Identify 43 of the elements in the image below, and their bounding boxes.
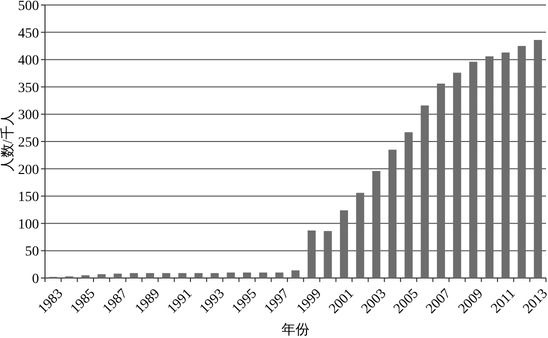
y-tick-label: 350 bbox=[18, 80, 39, 96]
y-axis-title: 人数/千人 bbox=[0, 112, 16, 172]
bar bbox=[388, 150, 397, 278]
bar bbox=[81, 275, 90, 278]
y-tick-label: 150 bbox=[18, 190, 39, 206]
y-tick-label: 200 bbox=[18, 162, 39, 178]
bar bbox=[420, 105, 429, 278]
bar bbox=[518, 46, 526, 278]
bar bbox=[372, 170, 380, 278]
bar bbox=[534, 40, 542, 278]
bar bbox=[340, 210, 348, 278]
y-tick-label: 50 bbox=[25, 244, 39, 260]
bar bbox=[308, 230, 316, 278]
bar bbox=[404, 132, 413, 278]
bar bbox=[469, 62, 478, 278]
bar bbox=[146, 273, 154, 278]
x-axis-title: 年份 bbox=[282, 322, 310, 338]
y-tick-label: 100 bbox=[18, 217, 39, 232]
y-tick-label: 300 bbox=[18, 108, 39, 124]
bar bbox=[114, 274, 122, 278]
x-tick-label: 1991 bbox=[165, 286, 196, 317]
bar bbox=[324, 231, 332, 278]
bar bbox=[194, 273, 203, 278]
bar bbox=[98, 274, 106, 278]
y-tick-label: 250 bbox=[18, 136, 39, 150]
bar bbox=[502, 52, 510, 278]
y-tick-label: 450 bbox=[18, 26, 39, 42]
bar bbox=[178, 273, 186, 278]
bar bbox=[275, 272, 284, 278]
y-tick-label: 400 bbox=[18, 54, 39, 69]
bar bbox=[356, 192, 364, 278]
bar bbox=[130, 273, 138, 278]
y-tick-label: 500 bbox=[18, 0, 39, 14]
bar bbox=[485, 56, 494, 278]
bar bbox=[210, 273, 219, 278]
y-tick-label: 0 bbox=[32, 272, 39, 287]
bar bbox=[453, 72, 462, 278]
bar bbox=[436, 84, 445, 278]
bar bbox=[259, 272, 268, 278]
bar bbox=[291, 270, 300, 278]
bar bbox=[242, 272, 252, 278]
bar bbox=[162, 273, 170, 278]
bar bbox=[226, 272, 235, 278]
